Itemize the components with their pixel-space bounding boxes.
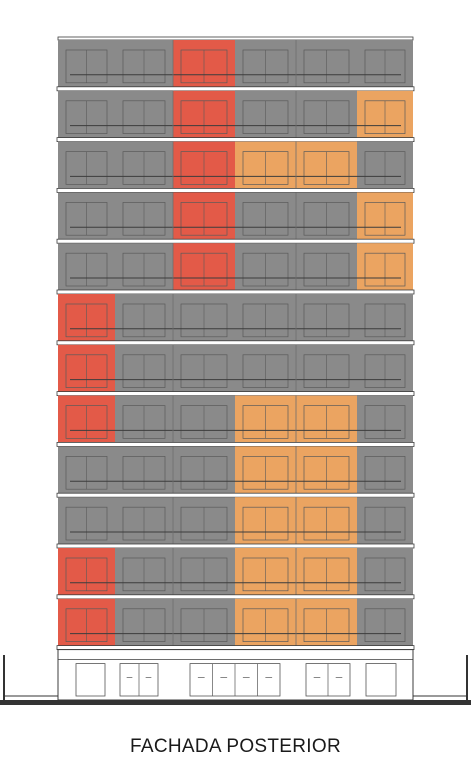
floor-band (58, 192, 413, 240)
floor-slab (56, 391, 415, 397)
floor-slab (56, 289, 415, 295)
floor-band (58, 344, 413, 392)
floor-slab (56, 645, 415, 650)
floor-slab (56, 86, 415, 92)
floor-slab (56, 543, 415, 549)
floor-band (58, 90, 413, 138)
floor-slab (56, 441, 415, 447)
ground-floor (57, 649, 414, 701)
floor-slab (56, 594, 415, 600)
drawing-caption: FACHADA POSTERIOR (130, 736, 341, 757)
floor-slab (56, 137, 415, 143)
roof-parapet (57, 36, 414, 41)
floor-slab (56, 187, 415, 193)
floor-slab (56, 238, 415, 244)
ground-floor-opening (365, 663, 397, 697)
floor-band (58, 243, 413, 290)
floor-band (58, 40, 413, 87)
ground-floor-opening (75, 663, 106, 697)
floor-slab (56, 492, 415, 498)
rear-facade-drawing (0, 36, 471, 705)
floor-band (58, 294, 413, 341)
floor-slab (56, 340, 415, 346)
ground-line (0, 700, 471, 705)
